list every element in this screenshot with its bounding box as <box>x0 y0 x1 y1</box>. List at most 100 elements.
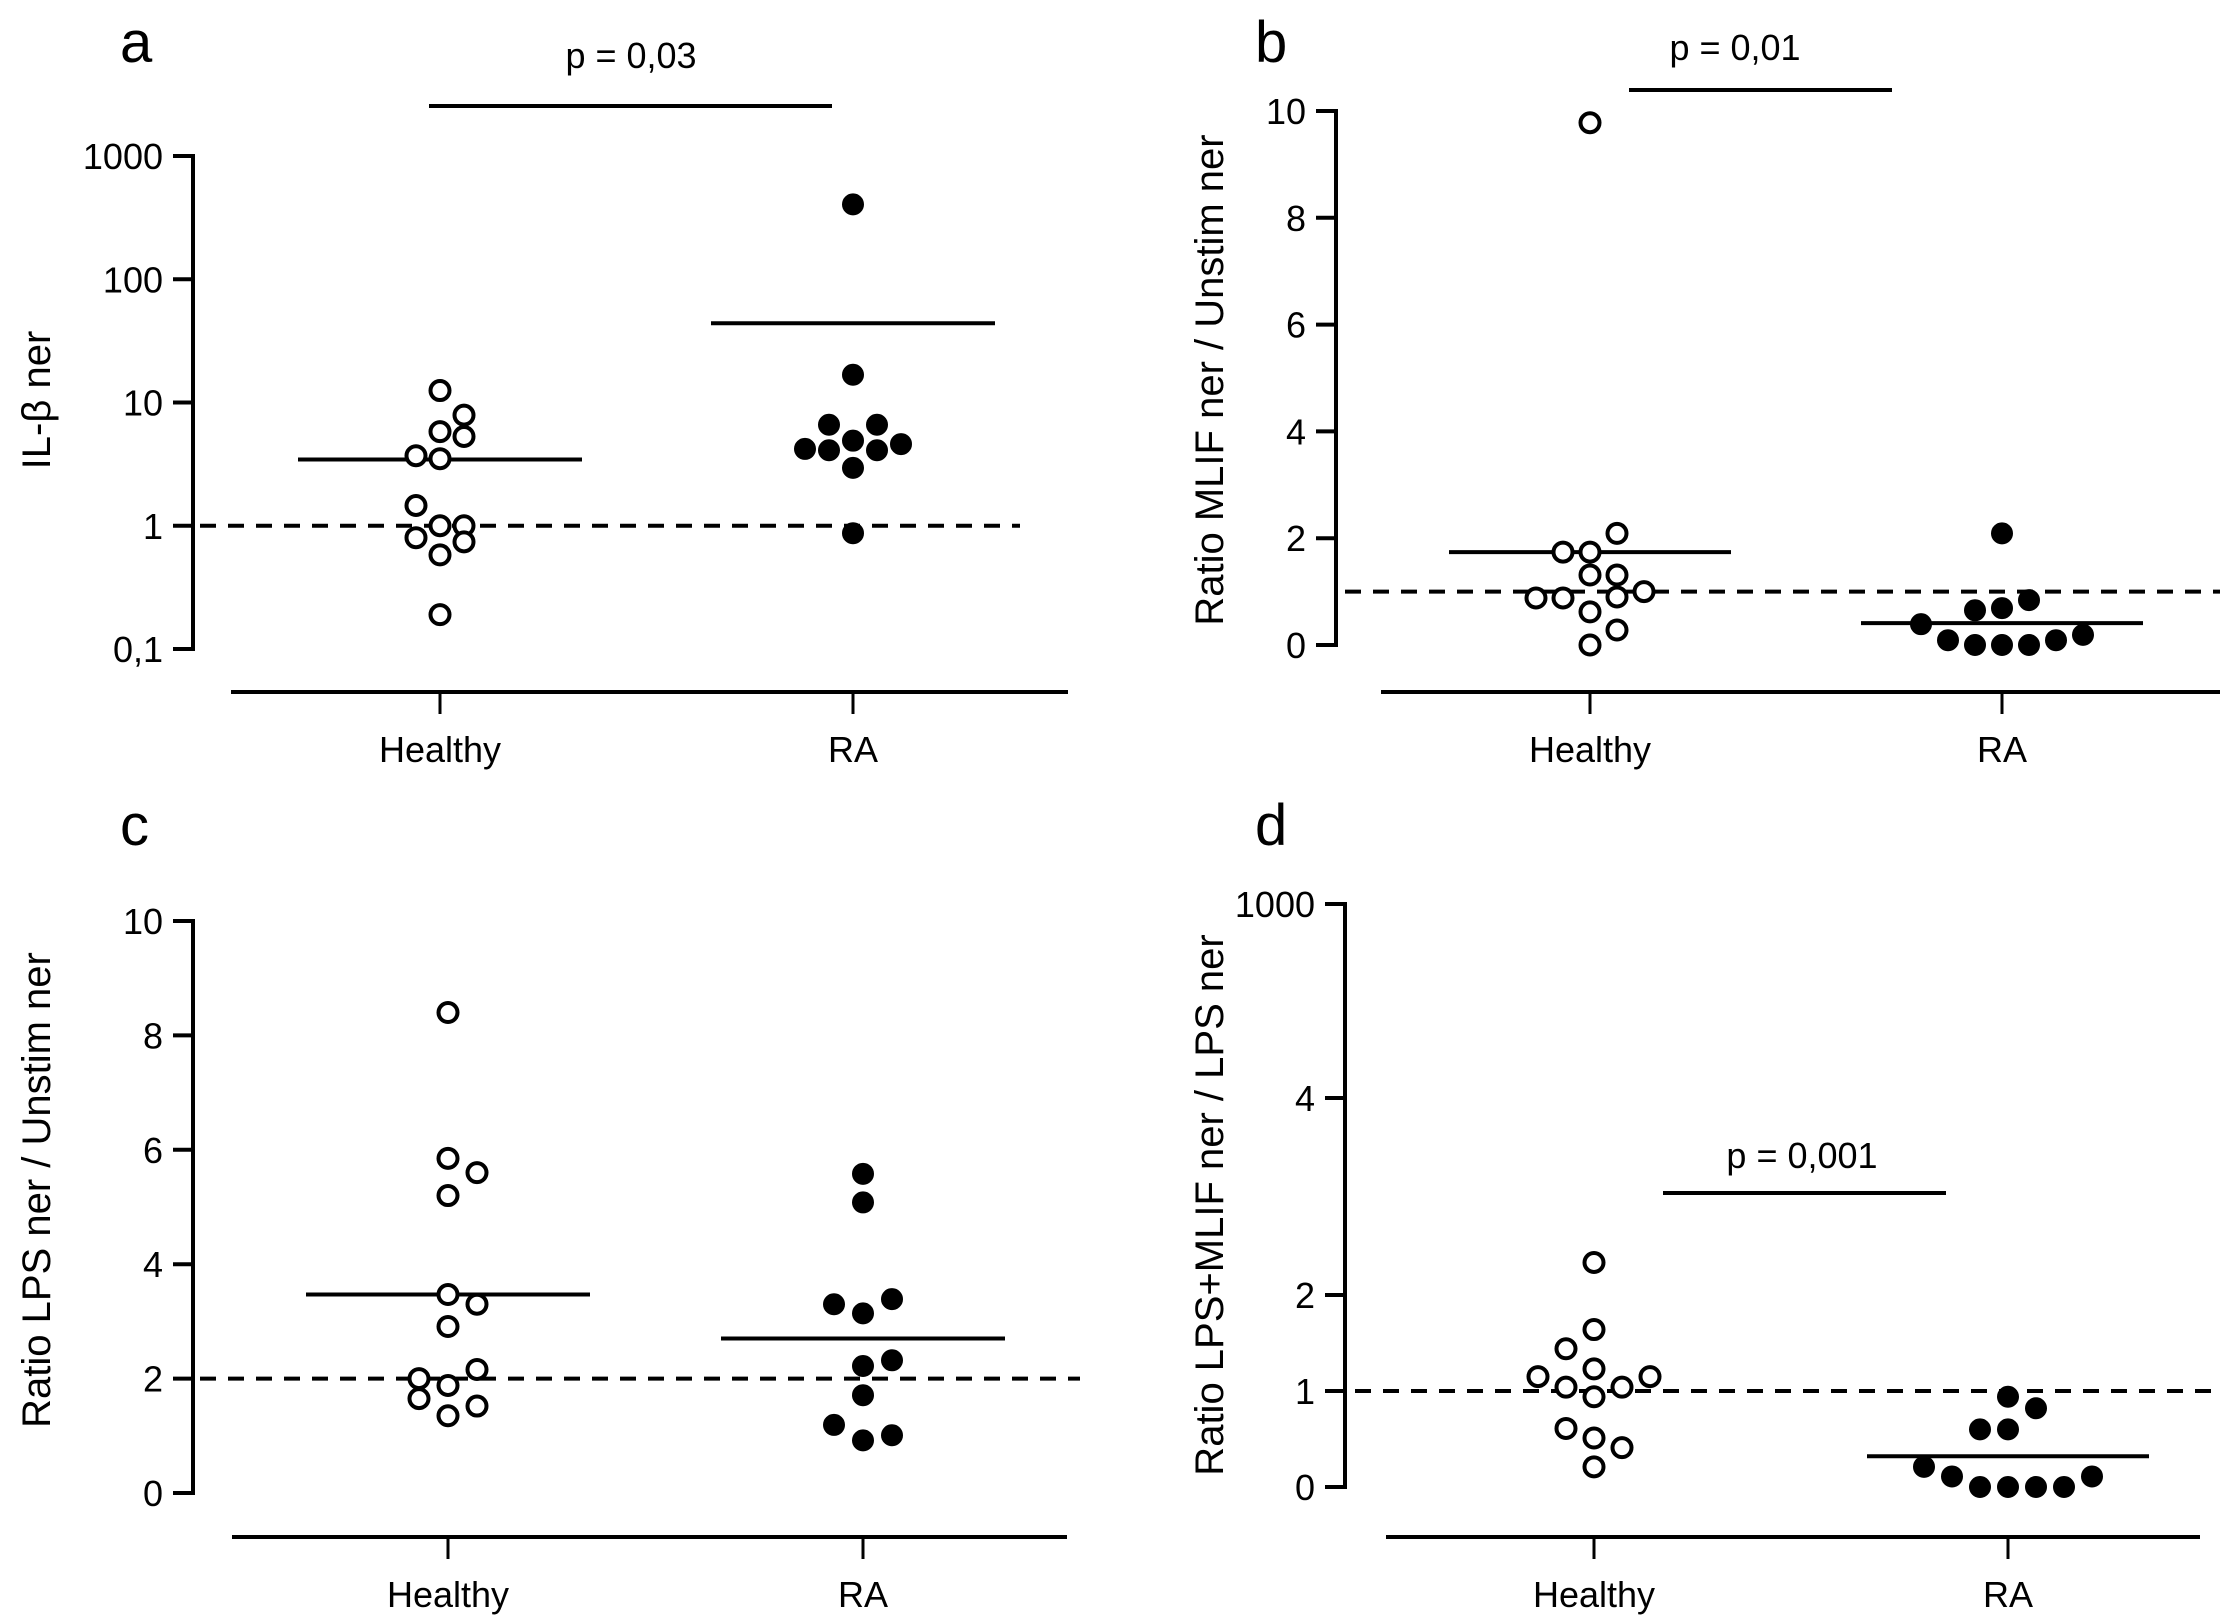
data-point-healthy <box>1610 1375 1634 1399</box>
panel-a-marks: 0,1 1 10 100 1000 Healthy RA p = 0,03 <box>83 35 1068 770</box>
data-point-ra <box>2025 1397 2047 1420</box>
x-category-label: RA <box>838 1574 888 1615</box>
data-point-healthy <box>1554 1337 1578 1361</box>
data-point-ra <box>866 413 888 436</box>
data-point-healthy <box>452 530 476 554</box>
data-point-ra <box>2018 634 2040 656</box>
y-tick-label: 1000 <box>1235 884 1315 925</box>
data-point-healthy <box>436 1001 460 1025</box>
y-tick-label: 1 <box>1295 1371 1315 1412</box>
data-point-healthy <box>404 493 428 517</box>
data-point-healthy <box>1582 1426 1606 1450</box>
panel-c-marks: 0 2 4 6 8 10 Healthy RA <box>123 901 1080 1615</box>
data-point-healthy <box>428 420 452 444</box>
data-point-healthy <box>465 1292 489 1316</box>
data-point-healthy <box>436 1315 460 1339</box>
x-category-label: Healthy <box>1529 729 1651 770</box>
data-point-healthy <box>1526 1365 1550 1389</box>
data-point-ra <box>818 413 840 436</box>
data-point-ra <box>2081 1465 2103 1488</box>
data-point-ra <box>1991 522 2013 545</box>
data-point-healthy <box>428 447 452 471</box>
y-tick-label: 4 <box>1286 411 1306 452</box>
data-point-healthy <box>436 1146 460 1170</box>
data-point-ra <box>866 439 888 462</box>
data-point-healthy <box>1578 633 1602 657</box>
data-point-healthy <box>404 444 428 468</box>
data-point-healthy <box>436 1283 460 1307</box>
data-point-healthy <box>1605 585 1629 609</box>
data-point-healthy <box>428 379 452 403</box>
data-point-healthy <box>452 403 476 427</box>
x-category-label: RA <box>1977 729 2027 770</box>
y-tick-label: 2 <box>1295 1275 1315 1316</box>
data-point-ra <box>823 1293 845 1316</box>
data-point-ra <box>794 437 816 460</box>
data-point-healthy <box>1578 540 1602 564</box>
data-point-healthy <box>1605 521 1629 545</box>
data-point-ra <box>1991 597 2013 620</box>
y-tick-label: 0 <box>143 1473 163 1514</box>
data-point-healthy <box>1605 563 1629 587</box>
data-point-ra <box>1969 1476 1991 1498</box>
data-point-healthy <box>1554 1416 1578 1440</box>
data-point-ra <box>852 1355 874 1378</box>
data-point-ra <box>842 522 864 545</box>
p-value-label: p = 0,001 <box>1726 1135 1877 1176</box>
data-point-ra <box>852 1191 874 1214</box>
data-point-ra <box>2025 1476 2047 1498</box>
data-point-ra <box>890 433 912 456</box>
data-point-healthy <box>1524 586 1548 610</box>
y-tick-label: 10 <box>123 901 163 942</box>
panel-c: c Ratio LPS ner / Unstim ner 0 2 4 6 8 10 Heal… <box>15 793 1080 1615</box>
panel-d: d Ratio LPS+MLIF ner / LPS ner 0 1 2 4 1000 H… <box>1188 793 2220 1615</box>
data-point-healthy <box>465 1394 489 1418</box>
data-point-ra <box>1913 1455 1935 1478</box>
panel-b-marks: 0 2 4 6 8 10 Healthy RA p = 0,01 <box>1266 27 2220 770</box>
panel-letter-d: d <box>1255 793 1287 858</box>
data-point-ra <box>842 363 864 386</box>
data-point-healthy <box>436 1184 460 1208</box>
y-tick-label: 4 <box>143 1244 163 1285</box>
y-axis-title-c: Ratio LPS ner / Unstim ner <box>15 952 59 1428</box>
y-axis-title-b: Ratio MLIF ner / Unstim ner <box>1188 134 1232 625</box>
data-point-healthy <box>1610 1436 1634 1460</box>
data-point-ra <box>842 456 864 479</box>
panel-d-marks: 0 1 2 4 1000 Healthy RA p = 0,001 <box>1235 884 2220 1615</box>
y-axis-title-a: IL-β ner <box>15 331 59 470</box>
data-point-healthy <box>407 1387 431 1411</box>
x-category-label: Healthy <box>1533 1574 1655 1615</box>
data-point-ra <box>881 1288 903 1311</box>
data-point-ra <box>842 193 864 216</box>
x-category-label: RA <box>828 729 878 770</box>
data-point-healthy <box>428 603 452 627</box>
x-category-label: Healthy <box>387 1574 509 1615</box>
data-point-ra <box>1997 1476 2019 1498</box>
data-point-healthy <box>1578 600 1602 624</box>
data-point-healthy <box>407 1367 431 1391</box>
y-tick-label: 0 <box>1286 625 1306 666</box>
data-point-ra <box>1991 634 2013 656</box>
data-point-ra <box>2072 623 2094 646</box>
data-point-healthy <box>1605 618 1629 642</box>
y-tick-label: 8 <box>1286 198 1306 239</box>
data-point-healthy <box>465 1161 489 1185</box>
data-point-healthy <box>1582 1318 1606 1342</box>
y-tick-label: 10 <box>1266 91 1306 132</box>
data-point-ra <box>1910 613 1932 636</box>
y-tick-label: 2 <box>1286 518 1306 559</box>
data-point-ra <box>2045 629 2067 652</box>
data-point-healthy <box>1582 1385 1606 1409</box>
data-point-healthy <box>1554 1375 1578 1399</box>
panel-b: b Ratio MLIF ner / Unstim ner 0 2 4 6 8 10 Hea… <box>1188 10 2220 770</box>
y-tick-label: 2 <box>143 1359 163 1400</box>
data-point-ra <box>1964 634 1986 656</box>
data-point-healthy <box>428 543 452 567</box>
data-point-ra <box>852 1302 874 1325</box>
data-point-healthy <box>1582 1455 1606 1479</box>
y-tick-label: 6 <box>143 1130 163 1171</box>
data-point-healthy <box>1582 1357 1606 1381</box>
y-tick-label: 4 <box>1295 1078 1315 1119</box>
